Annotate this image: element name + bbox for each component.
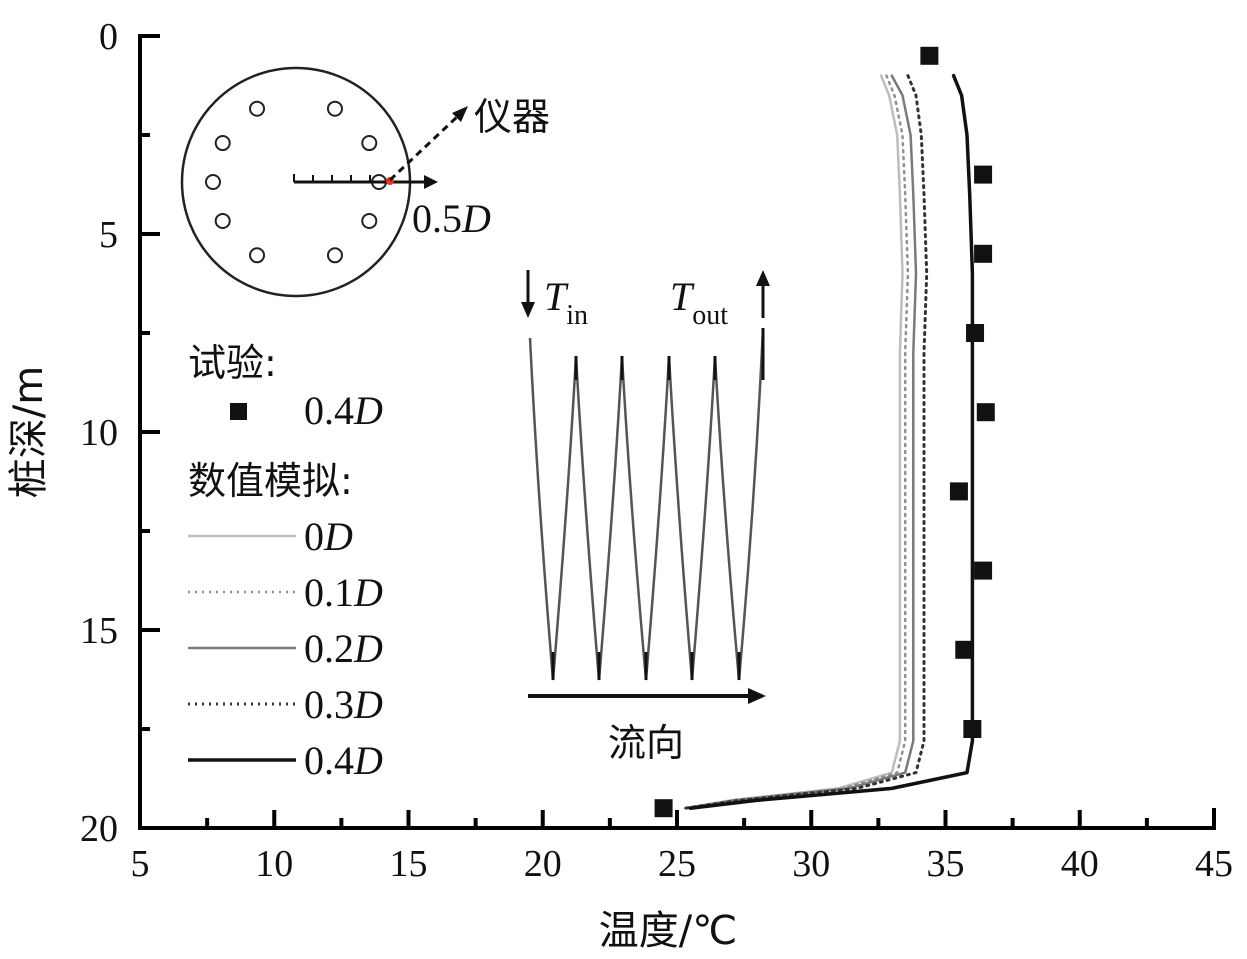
inset-cross-section: 仪器 0.5D bbox=[180, 66, 550, 298]
legend-label-0-4D: 0.4D bbox=[304, 738, 383, 783]
legend-label-num: 0 bbox=[304, 514, 324, 559]
x-tick-label: 25 bbox=[658, 843, 696, 885]
legend-label-num: 0.4 bbox=[304, 738, 354, 783]
radius-arrow-head bbox=[424, 175, 438, 189]
experiment-point bbox=[963, 720, 982, 738]
experiment-point bbox=[920, 46, 939, 65]
rebar-circle bbox=[214, 135, 231, 152]
position-label-var: D bbox=[461, 196, 491, 241]
u-tube-path bbox=[528, 327, 765, 681]
experiment-point bbox=[974, 165, 993, 184]
legend-label-0-2D: 0.2D bbox=[304, 626, 383, 671]
y-tick-label: 20 bbox=[80, 808, 118, 850]
inlet-label-sub: in bbox=[566, 300, 588, 331]
rebar-circle bbox=[249, 247, 266, 264]
legend-experiment-header: 试验: bbox=[188, 341, 277, 385]
position-label: 0.5D bbox=[412, 196, 491, 241]
position-label-num: 0.5 bbox=[412, 196, 462, 241]
x-tick-label: 20 bbox=[524, 843, 562, 885]
experiment-point bbox=[974, 244, 993, 263]
x-tick-label: 40 bbox=[1061, 843, 1099, 885]
rebar-circle bbox=[249, 100, 266, 117]
legend-label-var: D bbox=[353, 738, 383, 783]
experiment-point bbox=[955, 640, 974, 659]
series-lines bbox=[683, 73, 975, 810]
outlet-label-var: T bbox=[670, 274, 695, 319]
rebar-circle bbox=[361, 212, 378, 229]
flow-direction-head bbox=[748, 688, 766, 704]
inlet-arrow-head bbox=[521, 302, 535, 318]
series-line-0D bbox=[683, 74, 904, 810]
y-tick-label: 15 bbox=[80, 610, 118, 652]
legend-marker-experiment bbox=[230, 403, 247, 420]
flow-direction-label: 流向 bbox=[608, 721, 684, 765]
u-tube-line bbox=[528, 327, 765, 681]
y-tick-label: 5 bbox=[99, 214, 118, 256]
axes bbox=[138, 34, 1216, 830]
experiment-point bbox=[966, 324, 985, 342]
legend-label-0-3D: 0.3D bbox=[304, 682, 383, 727]
legend-label-var: D bbox=[353, 682, 383, 727]
inlet-label: Tin bbox=[544, 274, 588, 331]
inlet-label-var: T bbox=[544, 274, 569, 319]
x-tick-label: 45 bbox=[1195, 843, 1233, 885]
x-tick-label: 35 bbox=[927, 843, 965, 885]
experiment-point bbox=[976, 403, 995, 422]
legend-label-num: 0.3 bbox=[304, 682, 354, 727]
radius-tick-marks bbox=[293, 174, 371, 182]
legend-label-num: 0.1 bbox=[304, 570, 354, 615]
legend: 试验: 0.4D 数值模拟: 0D0.1D0.2D0.3D0.4D bbox=[188, 341, 383, 783]
experiment-point bbox=[654, 799, 673, 818]
ticks: 5 10 15 20 25 30 35 40 45 0 5 10 15 20 bbox=[80, 16, 1233, 885]
legend-label-0-1D: 0.1D bbox=[304, 570, 383, 615]
legend-label-experiment: 0.4D bbox=[304, 388, 383, 433]
x-tick-label: 10 bbox=[255, 843, 293, 885]
instrument-label: 仪器 bbox=[474, 95, 550, 139]
legend-label-var: D bbox=[353, 570, 383, 615]
legend-simulation-header: 数值模拟: bbox=[188, 459, 353, 503]
rebar-circle bbox=[205, 174, 221, 190]
y-tick-label: 0 bbox=[99, 16, 118, 58]
x-tick-label: 5 bbox=[131, 843, 150, 885]
legend-label-experiment-var: D bbox=[353, 388, 383, 433]
x-axis-title: 温度/℃ bbox=[599, 908, 737, 954]
outlet-label-sub: out bbox=[692, 300, 728, 331]
legend-label-experiment-num: 0.4 bbox=[304, 388, 354, 433]
experiment-points bbox=[654, 46, 995, 818]
legend-label-0D: 0D bbox=[304, 514, 353, 559]
series-line-0-4D bbox=[688, 73, 975, 810]
x-tick-label: 30 bbox=[792, 843, 830, 885]
experiment-point bbox=[949, 482, 968, 501]
outlet-label: Tout bbox=[670, 274, 728, 331]
legend-label-var: D bbox=[353, 626, 383, 671]
inset-flow-path: Tin Tout 流向 bbox=[521, 270, 770, 765]
rebar-circle bbox=[214, 212, 231, 229]
rebar-circle bbox=[326, 100, 343, 117]
series-line-0-2D bbox=[683, 74, 918, 810]
series-line-0-3D bbox=[683, 74, 929, 810]
legend-series-entries: 0D0.1D0.2D0.3D0.4D bbox=[188, 514, 383, 783]
experiment-point bbox=[974, 561, 993, 580]
y-axis-title: 桩深/m bbox=[6, 366, 52, 498]
outlet-arrow-head bbox=[756, 270, 770, 286]
x-tick-label: 15 bbox=[390, 843, 428, 885]
rebar-circle bbox=[361, 135, 378, 152]
legend-label-num: 0.2 bbox=[304, 626, 354, 671]
rebar-circle bbox=[326, 247, 343, 264]
instrument-pointer-head bbox=[452, 106, 468, 122]
y-tick-label: 10 bbox=[80, 412, 118, 454]
series-line-0-1D bbox=[683, 74, 910, 810]
instrument-pointer-line bbox=[388, 114, 460, 182]
legend-label-var: D bbox=[323, 514, 353, 559]
